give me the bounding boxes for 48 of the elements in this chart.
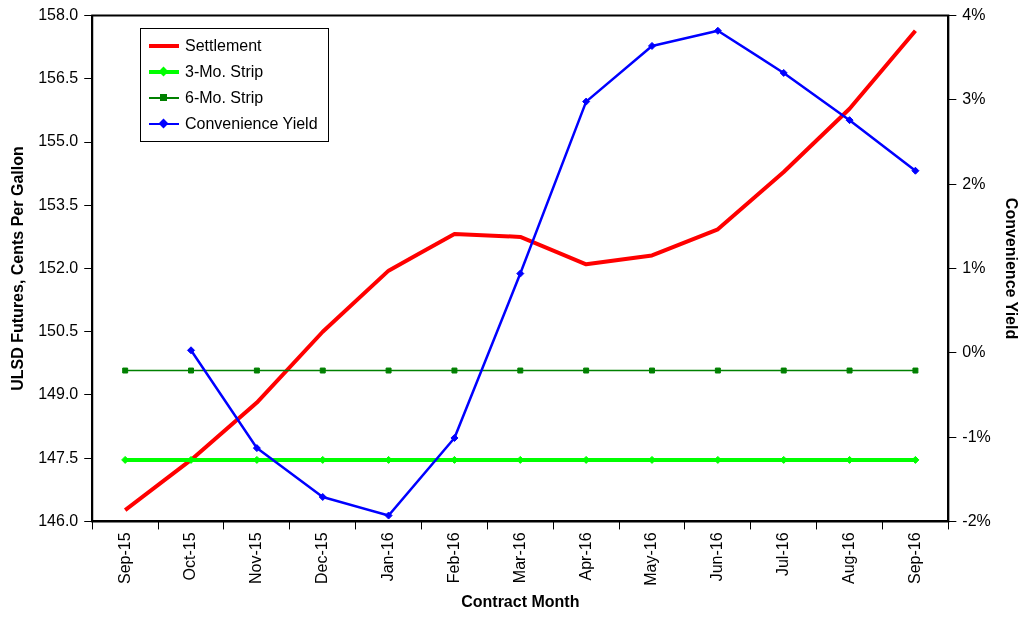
x-tick-label: Feb-16: [444, 532, 462, 584]
y-tick-label: 147.5: [38, 448, 79, 466]
point: [911, 166, 920, 175]
point: [713, 26, 722, 35]
x-tick-label: Dec-15: [313, 532, 331, 585]
y2-tick-label: -2%: [962, 511, 991, 529]
legend-label: Settlement: [185, 37, 262, 55]
point: [187, 346, 196, 355]
x-tick-label: Mar-16: [510, 532, 528, 584]
x-axis-title: Contract Month: [461, 592, 580, 610]
y2-tick-label: 2%: [962, 174, 986, 192]
point: [318, 493, 327, 501]
y2-tick-label: 4%: [962, 6, 986, 24]
x-tick-label: Oct-15: [181, 532, 199, 581]
y-axis-title: ULSD Futures, Cents Per Gallon: [9, 146, 27, 391]
y2-axis-title: Convenience Yield: [1002, 197, 1020, 340]
legend-label: 6-Mo. Strip: [185, 89, 264, 107]
x-tick-label: Nov-15: [247, 532, 265, 585]
y2-tick-label: 3%: [962, 90, 986, 108]
point: [845, 116, 854, 125]
x-tick-label: Apr-16: [576, 532, 594, 581]
legend-label: Convenience Yield: [185, 115, 318, 133]
point: [648, 41, 656, 50]
x-tick-label: Jul-16: [774, 532, 792, 577]
point: [450, 433, 459, 442]
point: [516, 269, 525, 278]
x-tick-label: Jan-16: [378, 532, 396, 582]
point: [582, 97, 591, 106]
point: [384, 511, 393, 520]
y2-tick-label: 0%: [962, 343, 986, 361]
legend-label: 3-Mo. Strip: [185, 63, 264, 81]
x-tick-label: May-16: [642, 532, 660, 586]
y-tick-label: 149.0: [38, 385, 79, 403]
y-tick-label: 158.0: [38, 6, 79, 24]
x-tick-label: Aug-16: [839, 532, 857, 585]
y-tick-label: 156.5: [38, 69, 79, 87]
point: [252, 444, 261, 453]
y-tick-label: 152.0: [38, 258, 79, 276]
y-tick-label: 153.5: [38, 195, 79, 213]
y-tick-label: 146.0: [38, 511, 79, 529]
y2-tick-label: -1%: [962, 427, 991, 445]
y-tick-label: 155.0: [38, 132, 79, 150]
y2-tick-label: 1%: [962, 258, 986, 276]
x-tick-label: Sep-15: [115, 532, 133, 585]
x-tick-label: Sep-16: [905, 532, 923, 585]
y-tick-label: 150.5: [38, 322, 79, 340]
x-tick-label: Jun-16: [708, 532, 726, 582]
point: [779, 68, 788, 77]
